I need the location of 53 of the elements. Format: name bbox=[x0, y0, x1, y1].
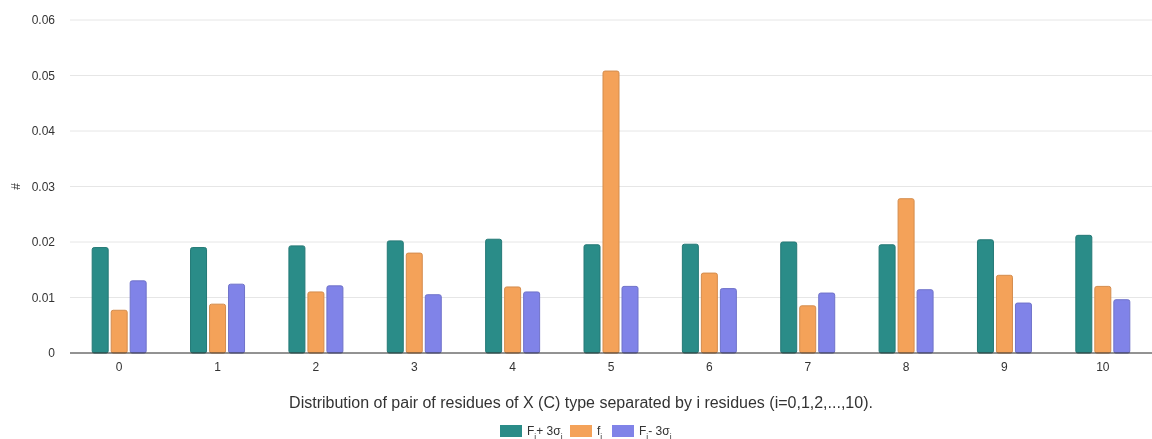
y-tick-label: 0 bbox=[48, 346, 56, 360]
bar bbox=[110, 309, 128, 354]
bar bbox=[1075, 234, 1093, 354]
bar bbox=[1094, 285, 1112, 354]
bar bbox=[818, 292, 836, 354]
bar bbox=[916, 289, 934, 354]
y-tick-label: 0.05 bbox=[31, 68, 56, 83]
bar bbox=[799, 305, 817, 354]
bar bbox=[523, 291, 541, 354]
bar bbox=[976, 239, 994, 354]
bar bbox=[405, 252, 423, 354]
bar bbox=[307, 291, 325, 354]
x-tick-label: 2 bbox=[312, 360, 320, 374]
x-tick-label: 6 bbox=[706, 360, 714, 374]
bar bbox=[91, 247, 109, 354]
x-tick-label: 1 bbox=[214, 360, 222, 374]
bar bbox=[602, 70, 620, 354]
bar bbox=[209, 303, 227, 354]
x-tick-label: 0 bbox=[115, 360, 123, 374]
bar bbox=[424, 294, 442, 354]
bar bbox=[878, 244, 896, 354]
bar bbox=[897, 198, 915, 354]
bar bbox=[583, 244, 601, 354]
bar bbox=[326, 285, 344, 354]
x-tick-label: 8 bbox=[902, 360, 910, 374]
bar bbox=[700, 272, 718, 354]
x-tick-label: 3 bbox=[410, 360, 418, 374]
y-tick-label: 0.04 bbox=[31, 124, 56, 138]
bar bbox=[504, 286, 522, 354]
x-tick-label: 9 bbox=[1001, 360, 1009, 374]
y-tick-label: 0.01 bbox=[31, 290, 56, 305]
bar bbox=[681, 243, 699, 354]
y-axis-title: # bbox=[9, 182, 23, 190]
bar bbox=[288, 245, 306, 354]
bar bbox=[485, 238, 503, 354]
bar bbox=[386, 240, 404, 354]
bar bbox=[129, 280, 147, 354]
bar bbox=[1113, 299, 1131, 354]
bar bbox=[1014, 302, 1032, 354]
y-tick-label: 0.06 bbox=[31, 13, 56, 27]
y-tick-label: 0.02 bbox=[31, 235, 56, 249]
bar bbox=[780, 241, 798, 354]
x-axis-title: Distribution of pair of residues of X (C) type separated by i residues (i=0,1,2,...,10). bbox=[289, 394, 873, 411]
x-tick-label: 5 bbox=[607, 360, 615, 374]
bar bbox=[621, 285, 639, 354]
x-tick-label: 10 bbox=[1096, 360, 1110, 374]
y-tick-label: 0.03 bbox=[31, 179, 56, 194]
bar bbox=[190, 247, 208, 354]
bar bbox=[719, 288, 737, 354]
bar bbox=[995, 274, 1013, 354]
x-tick-label: 4 bbox=[509, 360, 517, 374]
bar bbox=[228, 283, 246, 354]
x-tick-label: 7 bbox=[804, 360, 812, 374]
